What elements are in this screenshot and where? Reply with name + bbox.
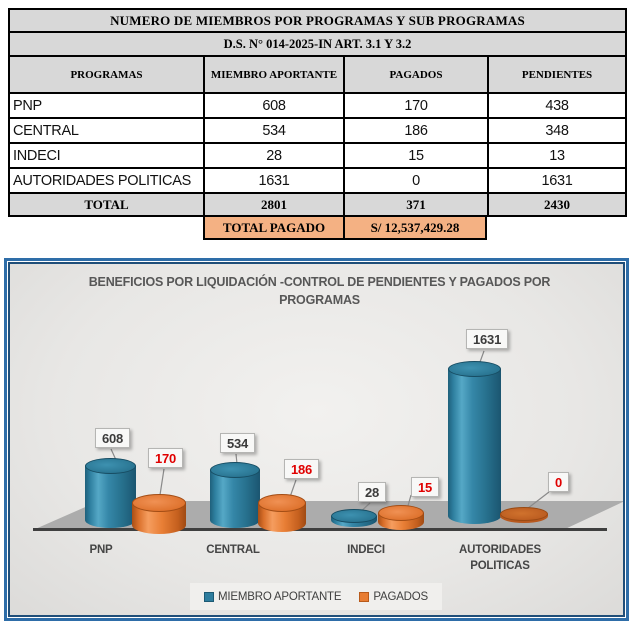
cell-pagados: 170: [343, 92, 489, 119]
value-label-central-aportante: 534: [220, 433, 256, 453]
total-pagado-label: TOTAL PAGADO: [203, 215, 343, 240]
total-row: TOTAL 2801 371 2430: [8, 192, 628, 217]
total-pagado-amount: S/ 12,537,429.28: [343, 215, 487, 240]
bar-miembro-aportante-indeci: [331, 509, 377, 527]
total-pagados: 371: [343, 192, 489, 217]
cell-pendientes: 13: [486, 142, 628, 169]
value-label-pnp-pagados: 170: [148, 448, 184, 468]
value-label-autoridades-pagados: 0: [548, 472, 570, 492]
chart-title: BENEFICIOS POR LIQUIDACIÓN -CONTROL DE P…: [88, 275, 551, 308]
legend-swatch-orange-icon: [359, 591, 370, 602]
cell-pagados: 15: [343, 142, 489, 169]
total-label: TOTAL: [8, 192, 205, 217]
bar-pagados-pnp: [132, 494, 186, 534]
table-subtitle: D.S. N° 014-2025-IN ART. 3.1 Y 3.2: [7, 31, 628, 57]
col-header-programas: PROGRAMAS: [8, 55, 205, 94]
table-row: PNP 608 170 438: [8, 92, 628, 119]
bar-miembro-aportante-central: [210, 462, 260, 528]
legend-entry-pagados: PAGADOS: [359, 591, 428, 603]
cell-pendientes: 1631: [486, 167, 628, 194]
axis-label-autoridades: AUTORIDADES POLITICAS: [459, 544, 541, 572]
value-label-central-pagados: 186: [284, 459, 320, 479]
chart-plot-area: BENEFICIOS POR LIQUIDACIÓN -CONTROL DE P…: [8, 262, 625, 617]
members-table: NUMERO DE MIEMBROS POR PROGRAMAS Y SUB P…: [7, 8, 628, 217]
bar-miembro-aportante-pnp: [85, 458, 136, 528]
value-label-indeci-aportante: 28: [358, 482, 387, 502]
table-title: NUMERO DE MIEMBROS POR PROGRAMAS Y SUB P…: [7, 8, 628, 33]
bar-miembro-aportante-autoridades: [448, 361, 501, 524]
chart-legend: MIEMBRO APORTANTE PAGADOS: [190, 583, 442, 610]
table-row: INDECI 28 15 13: [8, 142, 628, 169]
legend-label-pagados: PAGADOS: [373, 590, 428, 603]
cell-pagados: 0: [343, 167, 489, 194]
col-header-miembro-aportante: MIEMBRO APORTANTE: [203, 55, 345, 94]
bar-pagados-indeci: [378, 505, 424, 530]
axis-label-central: CENTRAL: [206, 544, 260, 556]
cell-aportante: 28: [203, 142, 345, 169]
col-header-pendientes: PENDIENTES: [486, 55, 628, 94]
legend-swatch-teal-icon: [204, 591, 215, 602]
bar-pagados-central: [258, 494, 306, 532]
value-label-indeci-pagados: 15: [411, 477, 440, 497]
cell-programa: PNP: [8, 92, 205, 119]
cell-pendientes: 348: [486, 117, 628, 144]
legend-label-miembro-aportante: MIEMBRO APORTANTE: [218, 590, 342, 603]
cell-aportante: 534: [203, 117, 345, 144]
chart-panel: BENEFICIOS POR LIQUIDACIÓN -CONTROL DE P…: [4, 258, 629, 621]
cell-aportante: 608: [203, 92, 345, 119]
value-label-pnp-aportante: 608: [95, 428, 131, 448]
cell-aportante: 1631: [203, 167, 345, 194]
axis-label-pnp: PNP: [89, 544, 113, 556]
legend-entry-miembro-aportante: MIEMBRO APORTANTE: [204, 590, 342, 603]
cell-programa: AUTORIDADES POLITICAS: [8, 167, 205, 194]
cell-programa: INDECI: [8, 142, 205, 169]
bar-pagados-autoridades: [500, 507, 548, 523]
total-aportante: 2801: [203, 192, 345, 217]
cell-programa: CENTRAL: [8, 117, 205, 144]
value-label-autoridades-aportante: 1631: [466, 329, 509, 349]
total-pagado-row: TOTAL PAGADO S/ 12,537,429.28: [203, 215, 487, 240]
cell-pendientes: 438: [486, 92, 628, 119]
col-header-pagados: PAGADOS: [343, 55, 489, 94]
axis-label-indeci: INDECI: [347, 544, 385, 556]
total-pendientes: 2430: [486, 192, 628, 217]
cell-pagados: 186: [343, 117, 489, 144]
table-row: AUTORIDADES POLITICAS 1631 0 1631: [8, 167, 628, 194]
table-row: CENTRAL 534 186 348: [8, 117, 628, 144]
